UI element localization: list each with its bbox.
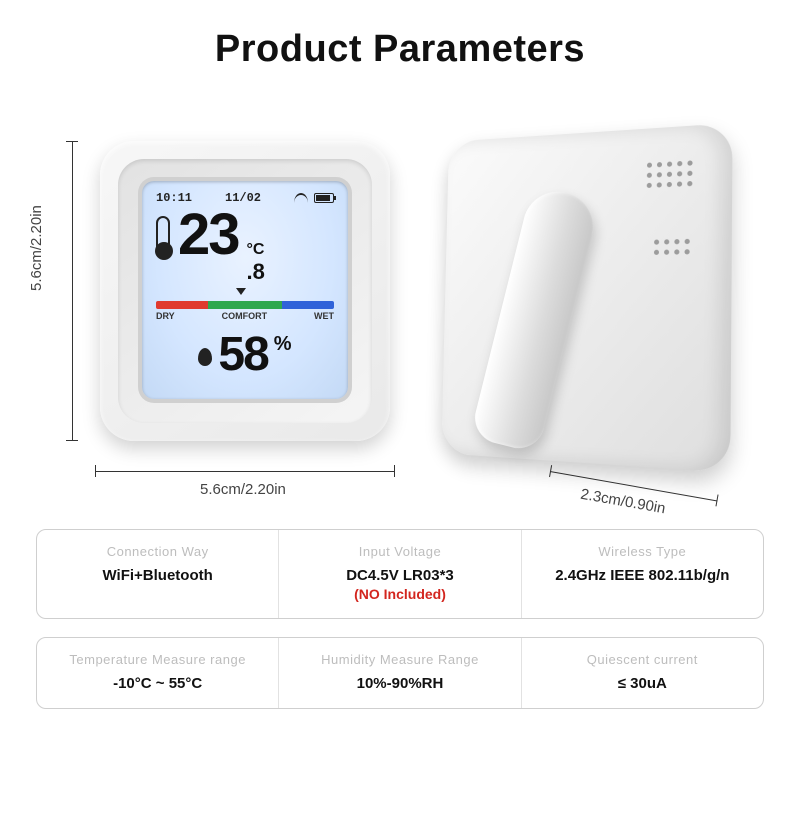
spec-value: DC4.5V LR03*3 <box>289 567 510 584</box>
comfort-wet-segment <box>282 301 334 309</box>
comfort-comfort-label: COMFORT <box>222 311 268 321</box>
battery-icon <box>314 193 334 203</box>
comfort-wet-label: WET <box>314 311 334 321</box>
spec-table-1: Connection Way WiFi+Bluetooth Input Volt… <box>36 529 764 619</box>
spec-cell: Temperature Measure range -10°C ~ 55°C <box>37 638 279 708</box>
spec-value: WiFi+Bluetooth <box>47 567 268 584</box>
page-title: Product Parameters <box>0 28 800 71</box>
temperature-main: 23 <box>178 209 239 261</box>
spec-value: 10%-90%RH <box>289 675 510 692</box>
dimension-line-height <box>72 141 73 441</box>
spec-value: -10°C ~ 55°C <box>47 675 268 692</box>
spec-note: (NO Included) <box>289 586 510 602</box>
spec-label: Quiescent current <box>532 652 753 667</box>
dimension-height-label: 5.6cm/2.20in <box>28 205 45 291</box>
device-screen: 10:11 11/02 23 °C .8 <box>142 181 348 399</box>
humidity-row: 58 % <box>156 327 334 382</box>
spec-label: Humidity Measure Range <box>289 652 510 667</box>
spec-cell: Humidity Measure Range 10%-90%RH <box>279 638 521 708</box>
vent-holes-mid <box>654 239 690 255</box>
spec-label: Input Voltage <box>289 544 510 559</box>
spec-label: Temperature Measure range <box>47 652 268 667</box>
spec-cell: Input Voltage DC4.5V LR03*3 (NO Included… <box>279 530 521 618</box>
spec-cell: Wireless Type 2.4GHz IEEE 802.11b/g/n <box>522 530 763 618</box>
dimension-width-label: 5.6cm/2.20in <box>200 481 286 498</box>
temperature-row: 23 °C .8 <box>156 209 334 289</box>
thermometer-icon <box>156 216 170 254</box>
comfort-pointer-icon <box>236 288 246 295</box>
spec-label: Connection Way <box>47 544 268 559</box>
wifi-icon <box>294 193 308 203</box>
comfort-labels: DRY COMFORT WET <box>156 311 334 321</box>
vent-holes-top <box>647 160 693 188</box>
dimension-line-width <box>95 471 395 472</box>
comfort-dry-label: DRY <box>156 311 175 321</box>
humidity-value: 58 <box>218 327 267 382</box>
device-front: 10:11 11/02 23 °C .8 <box>100 141 390 441</box>
temperature-decimal: .8 <box>247 259 265 285</box>
device-back <box>430 131 730 461</box>
spec-value: 2.4GHz IEEE 802.11b/g/n <box>532 567 753 584</box>
product-figure: 5.6cm/2.20in 5.6cm/2.20in 2.3cm/0.90in 1… <box>0 81 800 511</box>
spec-value: ≤ 30uA <box>532 675 753 692</box>
spec-cell: Connection Way WiFi+Bluetooth <box>37 530 279 618</box>
comfort-comfort-segment <box>208 301 281 309</box>
humidity-unit: % <box>274 333 292 356</box>
comfort-bar <box>156 301 334 309</box>
spec-label: Wireless Type <box>532 544 753 559</box>
spec-table-2: Temperature Measure range -10°C ~ 55°C H… <box>36 637 764 709</box>
droplet-icon <box>198 348 212 366</box>
comfort-dry-segment <box>156 301 208 309</box>
spec-cell: Quiescent current ≤ 30uA <box>522 638 763 708</box>
temperature-unit: °C <box>247 241 265 259</box>
